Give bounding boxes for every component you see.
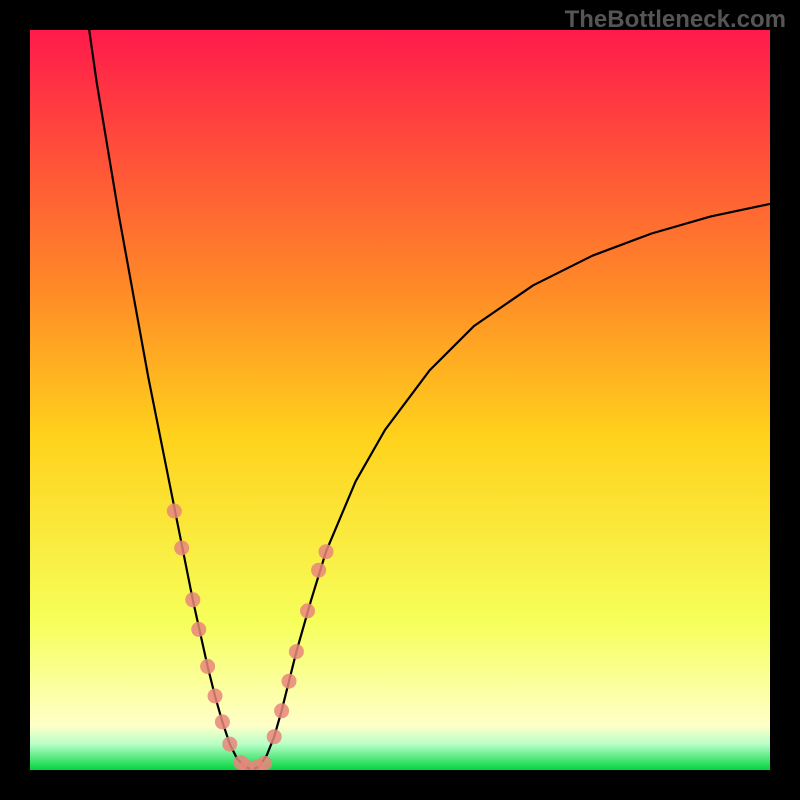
scatter-point: [267, 729, 282, 744]
scatter-point: [274, 703, 289, 718]
scatter-point: [167, 504, 182, 519]
scatter-point: [174, 541, 189, 556]
scatter-point: [300, 603, 315, 618]
frame: TheBottleneck.com: [0, 0, 800, 800]
curve-right-branch: [252, 204, 770, 770]
scatter-point: [319, 544, 334, 559]
scatter-point: [191, 622, 206, 637]
plot-area: [30, 30, 770, 770]
scatter-point: [200, 659, 215, 674]
scatter-point: [311, 563, 326, 578]
scatter-point: [222, 737, 237, 752]
chart-svg: [30, 30, 770, 770]
scatter-point: [185, 592, 200, 607]
curve-left-branch: [89, 30, 252, 770]
scatter-point: [282, 674, 297, 689]
scatter-point: [257, 756, 272, 770]
scatter-point: [208, 689, 223, 704]
scatter-point: [215, 714, 230, 729]
scatter-point: [289, 644, 304, 659]
watermark-text: TheBottleneck.com: [565, 6, 786, 34]
